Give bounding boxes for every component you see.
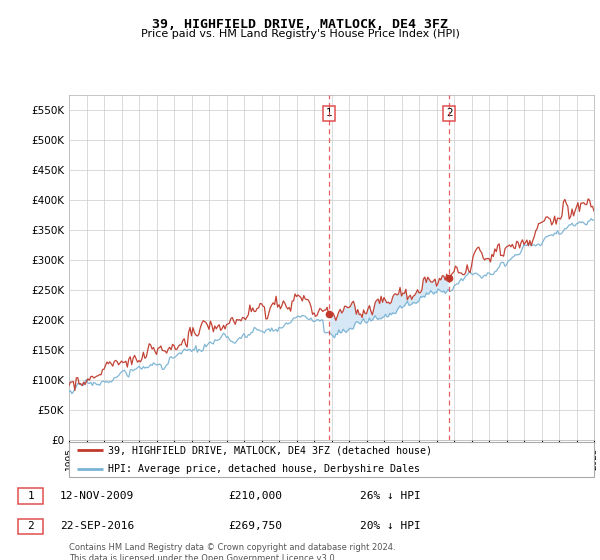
Text: 12-NOV-2009: 12-NOV-2009	[60, 491, 134, 501]
Text: HPI: Average price, detached house, Derbyshire Dales: HPI: Average price, detached house, Derb…	[109, 464, 421, 474]
Text: 2: 2	[446, 108, 452, 118]
FancyBboxPatch shape	[18, 519, 43, 534]
Text: 26% ↓ HPI: 26% ↓ HPI	[360, 491, 421, 501]
Text: £269,750: £269,750	[228, 521, 282, 531]
Text: £210,000: £210,000	[228, 491, 282, 501]
Text: 22-SEP-2016: 22-SEP-2016	[60, 521, 134, 531]
Text: 20% ↓ HPI: 20% ↓ HPI	[360, 521, 421, 531]
Text: 2: 2	[27, 521, 34, 531]
Text: 39, HIGHFIELD DRIVE, MATLOCK, DE4 3FZ (detached house): 39, HIGHFIELD DRIVE, MATLOCK, DE4 3FZ (d…	[109, 445, 433, 455]
Text: Price paid vs. HM Land Registry's House Price Index (HPI): Price paid vs. HM Land Registry's House …	[140, 29, 460, 39]
Text: 1: 1	[27, 491, 34, 501]
FancyBboxPatch shape	[69, 442, 594, 477]
Text: Contains HM Land Registry data © Crown copyright and database right 2024.
This d: Contains HM Land Registry data © Crown c…	[69, 543, 395, 560]
FancyBboxPatch shape	[18, 488, 43, 504]
Text: 39, HIGHFIELD DRIVE, MATLOCK, DE4 3FZ: 39, HIGHFIELD DRIVE, MATLOCK, DE4 3FZ	[152, 18, 448, 31]
Text: 1: 1	[326, 108, 332, 118]
